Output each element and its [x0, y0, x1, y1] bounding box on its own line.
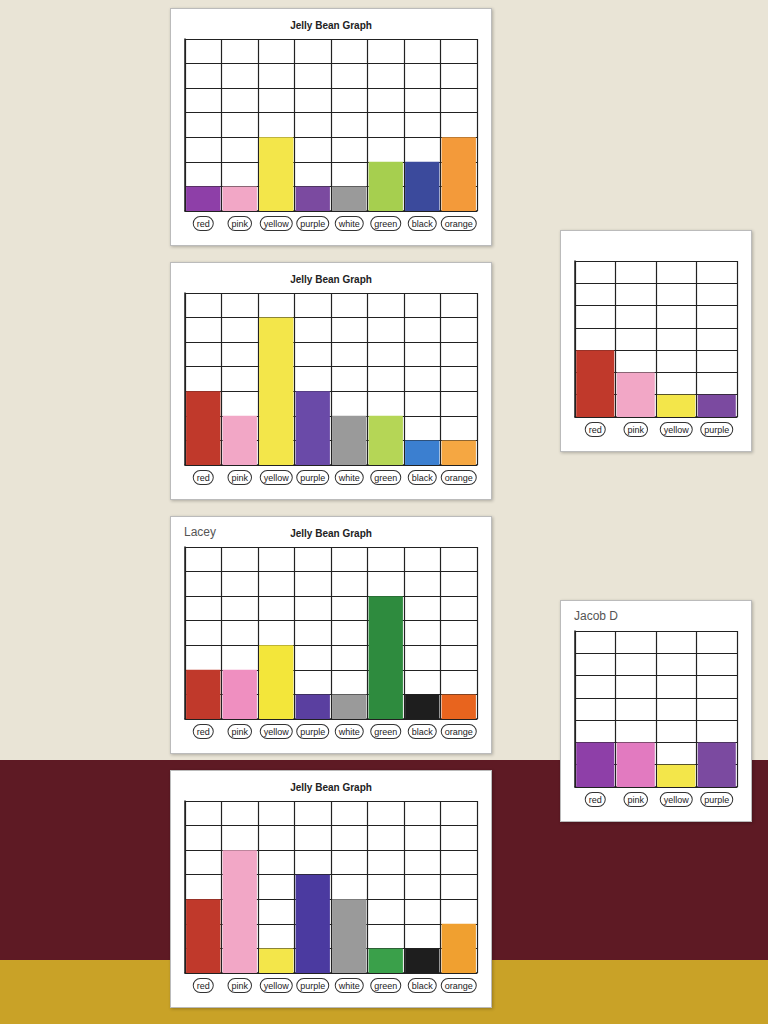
svg-text:orange: orange	[445, 473, 473, 483]
svg-text:Jelly Bean Graph: Jelly Bean Graph	[290, 274, 372, 285]
svg-text:green: green	[374, 473, 397, 483]
svg-text:white: white	[338, 727, 360, 737]
svg-text:Jacob D: Jacob D	[574, 609, 618, 623]
svg-text:red: red	[197, 473, 210, 483]
svg-text:pink: pink	[231, 473, 248, 483]
svg-text:green: green	[374, 219, 397, 229]
svg-text:black: black	[412, 981, 434, 991]
svg-text:yellow: yellow	[664, 795, 690, 805]
svg-text:pink: pink	[231, 219, 248, 229]
svg-text:purple: purple	[704, 795, 729, 805]
svg-text:purple: purple	[300, 219, 325, 229]
svg-text:orange: orange	[445, 981, 473, 991]
svg-text:red: red	[197, 219, 210, 229]
svg-text:purple: purple	[300, 473, 325, 483]
svg-text:yellow: yellow	[264, 727, 290, 737]
svg-text:red: red	[589, 425, 602, 435]
svg-text:yellow: yellow	[264, 219, 290, 229]
svg-text:yellow: yellow	[664, 425, 690, 435]
svg-text:pink: pink	[627, 425, 644, 435]
svg-text:white: white	[338, 981, 360, 991]
svg-text:green: green	[374, 981, 397, 991]
svg-text:Lacey: Lacey	[184, 525, 216, 539]
svg-text:yellow: yellow	[264, 473, 290, 483]
svg-text:Jelly Bean Graph: Jelly Bean Graph	[290, 528, 372, 539]
svg-text:Jelly Bean Graph: Jelly Bean Graph	[290, 782, 372, 793]
svg-text:pink: pink	[231, 727, 248, 737]
svg-text:red: red	[589, 795, 602, 805]
svg-text:purple: purple	[704, 425, 729, 435]
svg-text:pink: pink	[231, 981, 248, 991]
svg-text:pink: pink	[627, 795, 644, 805]
svg-text:black: black	[412, 473, 434, 483]
svg-text:red: red	[197, 727, 210, 737]
svg-text:Jelly Bean Graph: Jelly Bean Graph	[290, 20, 372, 31]
svg-text:orange: orange	[445, 219, 473, 229]
svg-text:white: white	[338, 219, 360, 229]
svg-text:white: white	[338, 473, 360, 483]
svg-text:purple: purple	[300, 981, 325, 991]
svg-text:orange: orange	[445, 727, 473, 737]
svg-text:green: green	[374, 727, 397, 737]
svg-text:black: black	[412, 219, 434, 229]
svg-text:purple: purple	[300, 727, 325, 737]
svg-text:red: red	[197, 981, 210, 991]
svg-text:black: black	[412, 727, 434, 737]
svg-text:yellow: yellow	[264, 981, 290, 991]
